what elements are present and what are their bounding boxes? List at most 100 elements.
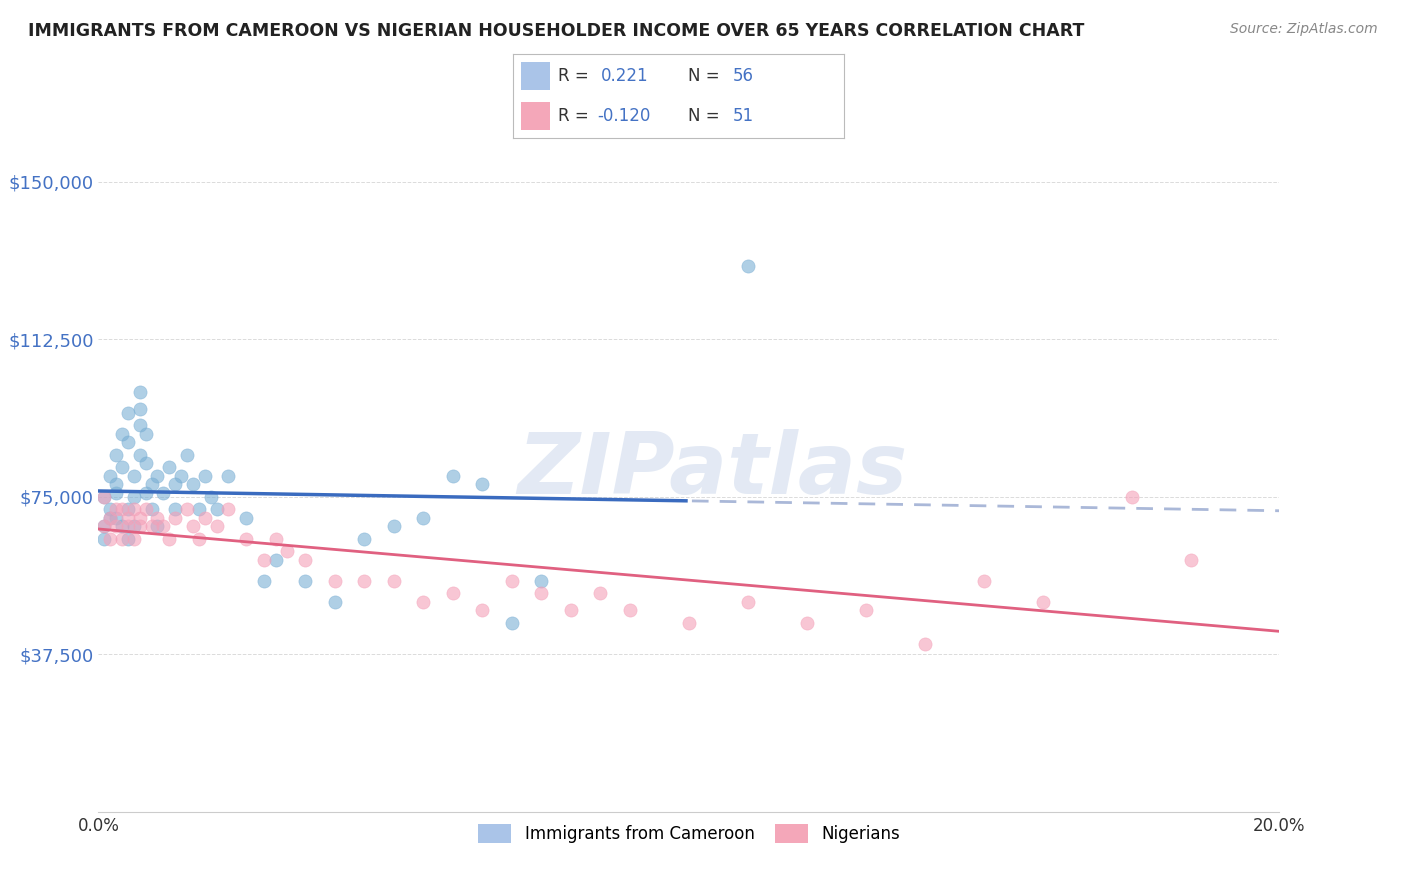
Point: [264, 553, 287, 567]
Point: [176, 502, 198, 516]
Point: [122, 468, 145, 483]
Point: [176, 448, 198, 462]
Point: [294, 553, 316, 567]
Point: [111, 460, 134, 475]
Point: [152, 485, 174, 500]
Point: [93, 490, 115, 504]
Point: [146, 519, 169, 533]
Text: 51: 51: [733, 107, 754, 125]
Point: [855, 603, 877, 617]
Point: [235, 510, 257, 524]
Point: [128, 418, 150, 433]
Point: [501, 615, 523, 630]
Point: [117, 519, 139, 533]
Point: [157, 532, 180, 546]
Point: [973, 574, 995, 588]
Point: [187, 532, 209, 546]
Point: [165, 502, 187, 516]
Point: [117, 502, 139, 516]
Point: [117, 435, 139, 450]
Point: [253, 574, 276, 588]
Point: [530, 586, 553, 600]
Text: R =: R =: [558, 67, 593, 85]
Point: [235, 532, 257, 546]
Point: [105, 510, 128, 524]
Point: [1121, 490, 1143, 504]
Point: [141, 519, 163, 533]
Point: [200, 490, 222, 504]
Point: [441, 586, 464, 600]
Point: [323, 595, 346, 609]
Point: [117, 532, 139, 546]
Point: [276, 544, 298, 558]
Point: [141, 477, 163, 491]
Point: [146, 510, 169, 524]
Point: [294, 574, 316, 588]
Point: [98, 468, 121, 483]
Point: [619, 603, 641, 617]
Point: [353, 574, 375, 588]
Text: -0.120: -0.120: [598, 107, 651, 125]
Point: [98, 502, 121, 516]
Point: [128, 448, 150, 462]
Point: [152, 519, 174, 533]
Point: [122, 519, 145, 533]
Point: [412, 595, 434, 609]
Point: [146, 468, 169, 483]
Point: [122, 502, 145, 516]
Text: N =: N =: [689, 67, 725, 85]
Text: R =: R =: [558, 107, 593, 125]
Point: [135, 456, 157, 470]
Point: [205, 502, 228, 516]
Point: [560, 603, 582, 617]
Point: [187, 502, 209, 516]
Text: IMMIGRANTS FROM CAMEROON VS NIGERIAN HOUSEHOLDER INCOME OVER 65 YEARS CORRELATIO: IMMIGRANTS FROM CAMEROON VS NIGERIAN HOU…: [28, 22, 1084, 40]
Point: [93, 490, 115, 504]
Point: [128, 510, 150, 524]
Point: [737, 595, 759, 609]
Point: [1180, 553, 1202, 567]
Point: [135, 502, 157, 516]
Point: [105, 448, 128, 462]
Point: [382, 574, 405, 588]
Point: [914, 637, 936, 651]
Point: [264, 532, 287, 546]
Point: [157, 460, 180, 475]
Point: [111, 519, 134, 533]
Bar: [522, 62, 550, 90]
Point: [165, 477, 187, 491]
Point: [194, 510, 217, 524]
Point: [122, 490, 145, 504]
Point: [678, 615, 700, 630]
Text: 56: 56: [733, 67, 754, 85]
Text: Source: ZipAtlas.com: Source: ZipAtlas.com: [1230, 22, 1378, 37]
Point: [589, 586, 612, 600]
Point: [530, 574, 553, 588]
Text: ZIPatlas: ZIPatlas: [517, 429, 908, 512]
Point: [98, 510, 121, 524]
Point: [135, 426, 157, 441]
Point: [105, 519, 128, 533]
Point: [796, 615, 818, 630]
Point: [105, 485, 128, 500]
Point: [128, 519, 150, 533]
Point: [1032, 595, 1054, 609]
Point: [471, 477, 494, 491]
Point: [170, 468, 193, 483]
Point: [353, 532, 375, 546]
Point: [105, 477, 128, 491]
Point: [117, 406, 139, 420]
Point: [111, 532, 134, 546]
Point: [737, 259, 759, 273]
Point: [128, 401, 150, 416]
Point: [117, 510, 139, 524]
Point: [441, 468, 464, 483]
Point: [217, 502, 239, 516]
Point: [165, 510, 187, 524]
Point: [98, 510, 121, 524]
Point: [93, 519, 115, 533]
Point: [93, 519, 115, 533]
Point: [98, 532, 121, 546]
Point: [181, 477, 204, 491]
Bar: [522, 102, 550, 130]
